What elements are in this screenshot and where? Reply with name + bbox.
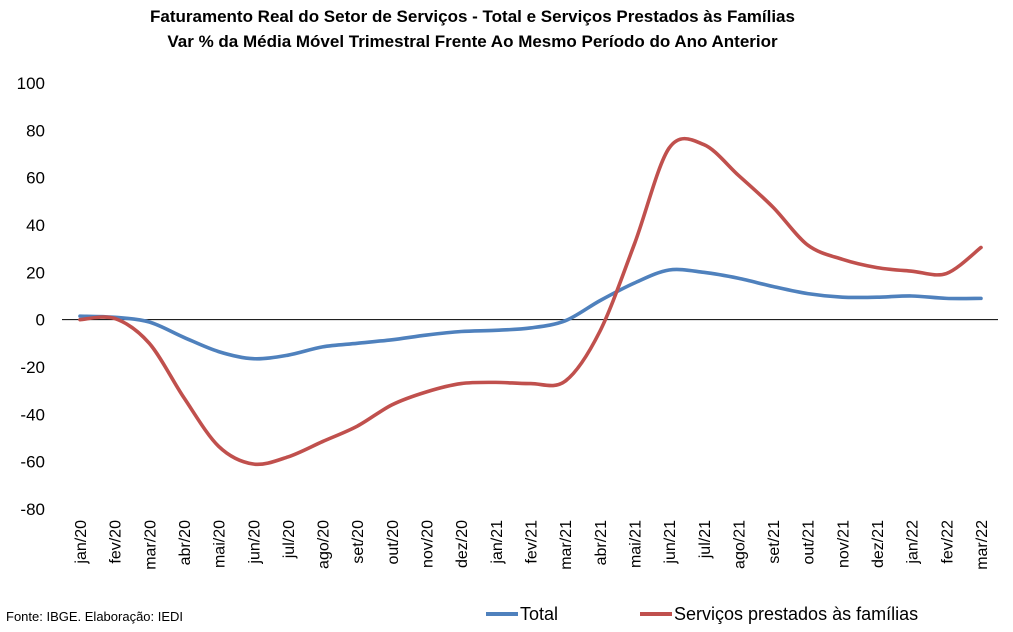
chart-subtitle: Var % da Média Móvel Trimestral Frente A…: [167, 32, 778, 51]
chart-title: Faturamento Real do Setor de Serviços - …: [150, 7, 795, 26]
legend-item-familias: Serviços prestados às famílias: [640, 602, 918, 626]
series-line-total: [78, 267, 983, 361]
legend-swatch-total: [486, 612, 518, 616]
x-tick-label: jan/22: [905, 520, 922, 565]
series-line-familias: [78, 136, 983, 467]
legend-swatch-familias: [640, 612, 672, 616]
x-tick-label: fev/21: [524, 520, 541, 564]
y-tick-label: 0: [36, 311, 45, 330]
x-tick-label: nov/20: [420, 520, 437, 568]
legend-item-total: Total: [486, 602, 558, 626]
x-tick-label: ago/20: [316, 520, 333, 569]
x-tick-label: out/20: [385, 520, 402, 565]
y-axis: 100 80 60 40 20 0 -20 -40 -60 -80: [17, 74, 45, 519]
x-tick-label: jul/21: [697, 520, 714, 559]
x-tick-label: jan/21: [489, 520, 506, 565]
x-tick-label: jan/20: [73, 520, 90, 565]
series-lines: [78, 136, 983, 467]
x-tick-label: jun/21: [662, 520, 679, 565]
x-axis: jan/20 fev/20 mar/20 abr/20 mai/20 jun/20 jul/…: [62, 319, 998, 570]
x-tick-label: out/21: [801, 520, 818, 565]
x-tick-label: set/20: [350, 520, 367, 564]
x-tick-label: abr/20: [177, 520, 194, 565]
y-tick-label: -40: [20, 405, 45, 424]
x-tick-label: mai/20: [212, 520, 229, 568]
legend-label-familias: Serviços prestados às famílias: [674, 603, 919, 624]
x-tick-label: nov/21: [835, 520, 852, 568]
x-tick-label: mar/20: [142, 520, 159, 570]
x-tick-label: mai/21: [627, 520, 644, 568]
y-tick-label: 20: [26, 263, 45, 282]
source-note: Fonte: IBGE. Elaboração: IEDI: [6, 609, 184, 624]
x-tick-label: ago/21: [731, 520, 748, 569]
legend-label-total: Total: [520, 603, 559, 624]
x-tick-label: mar/21: [558, 520, 575, 570]
y-tick-label: -20: [20, 358, 45, 377]
x-tick-label: jul/20: [281, 520, 298, 559]
x-tick-label: abr/21: [593, 520, 610, 565]
x-tick-label: jun/20: [246, 520, 263, 565]
x-tick-label: set/21: [766, 520, 783, 564]
x-tick-label: dez/21: [870, 520, 887, 568]
y-tick-label: 40: [26, 216, 45, 235]
x-tick-label: fev/20: [108, 520, 125, 564]
x-tick-label: mar/22: [974, 520, 991, 570]
x-tick-label: fev/22: [939, 520, 956, 564]
y-tick-label: 100: [17, 74, 45, 93]
y-tick-label: -80: [20, 500, 45, 519]
y-tick-label: 60: [26, 169, 45, 188]
y-tick-label: 80: [26, 121, 45, 140]
x-tick-label: dez/20: [454, 520, 471, 568]
y-tick-label: -60: [20, 453, 45, 472]
